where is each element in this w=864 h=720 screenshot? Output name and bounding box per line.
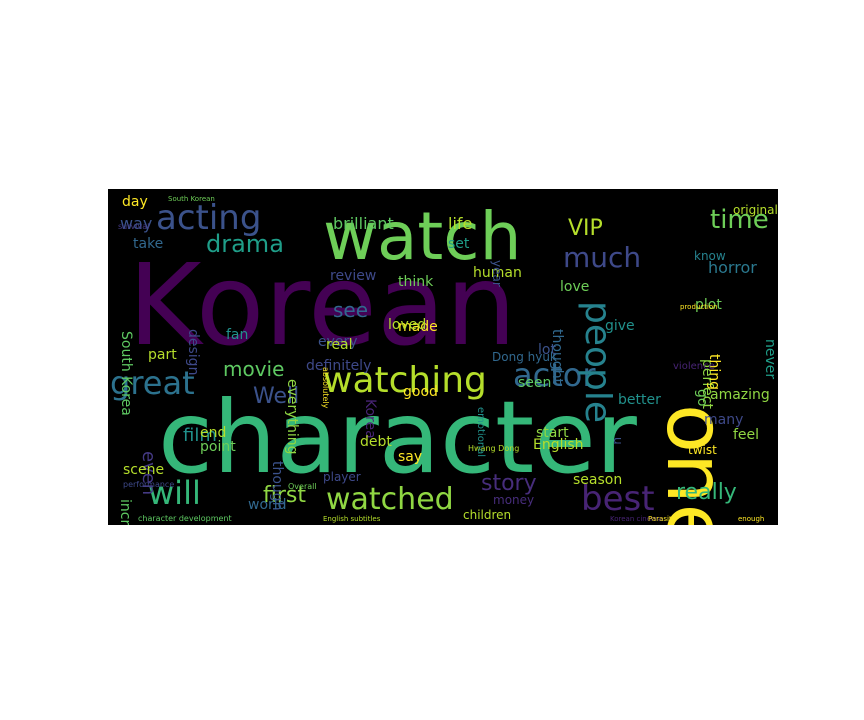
word-cloud-term: English bbox=[533, 437, 584, 453]
word-cloud-term: children bbox=[463, 508, 511, 522]
word-cloud-term: many bbox=[704, 412, 743, 428]
word-cloud-term: Overall bbox=[288, 482, 317, 491]
word-cloud-term: review bbox=[330, 268, 376, 284]
word-cloud-term: twist bbox=[688, 443, 717, 457]
word-cloud-term: loved bbox=[388, 317, 426, 333]
word-cloud-term: amazing bbox=[710, 387, 770, 403]
word-cloud-term: violence bbox=[673, 361, 715, 372]
word-cloud-term: give bbox=[605, 318, 635, 334]
word-cloud-term: survival bbox=[118, 222, 149, 231]
word-cloud-term: scene bbox=[123, 462, 164, 478]
word-cloud-term: really bbox=[676, 480, 737, 505]
word-cloud-term: much bbox=[563, 241, 641, 274]
word-cloud-term: actor bbox=[513, 356, 596, 394]
word-cloud-term: set bbox=[448, 236, 470, 252]
word-cloud-term: first bbox=[263, 483, 306, 508]
word-cloud-term: original bbox=[733, 203, 778, 217]
word-cloud-term: better bbox=[618, 392, 661, 408]
word-cloud-term: even bbox=[138, 451, 159, 495]
word-cloud-background bbox=[108, 189, 778, 525]
word-cloud-term: world bbox=[248, 497, 287, 513]
word-cloud-term: absolutely bbox=[321, 367, 330, 409]
word-cloud-term: though bbox=[269, 461, 285, 511]
word-cloud-term: perfect bbox=[699, 359, 715, 409]
word-cloud-term: lot bbox=[538, 342, 556, 358]
word-cloud-term: feel bbox=[733, 427, 759, 443]
word-cloud-term: player bbox=[323, 470, 361, 484]
word-cloud-term: Dong hyuk bbox=[492, 350, 557, 364]
word-cloud-term: people bbox=[577, 301, 618, 423]
word-cloud-term: every bbox=[318, 334, 358, 350]
word-cloud-term: see bbox=[333, 298, 368, 322]
word-cloud-term: character bbox=[158, 379, 638, 496]
word-cloud-term: human bbox=[473, 265, 522, 281]
word-cloud-term: movie bbox=[223, 357, 284, 381]
word-cloud-term: great bbox=[110, 364, 195, 402]
word-cloud-term: real bbox=[326, 337, 353, 353]
word-cloud-term: part bbox=[148, 347, 177, 363]
word-cloud-term: point bbox=[200, 439, 236, 455]
word-cloud-term: life bbox=[448, 214, 472, 233]
word-cloud-term: end bbox=[200, 425, 226, 441]
word-cloud-term: love bbox=[560, 279, 589, 295]
word-cloud-term: best bbox=[581, 479, 655, 519]
word-cloud-term: time bbox=[710, 205, 769, 235]
word-cloud-term: Parasite bbox=[648, 515, 676, 523]
word-cloud-term: Korean bbox=[128, 241, 517, 371]
word-cloud-term: enough bbox=[738, 515, 764, 523]
word-cloud-term: film bbox=[183, 425, 217, 446]
word-cloud-panel: Korean character one watch acting watching gre… bbox=[108, 189, 778, 525]
word-cloud-term: character development bbox=[138, 514, 232, 523]
word-cloud-term: story bbox=[481, 471, 537, 496]
word-cloud-term: production bbox=[680, 303, 718, 311]
word-cloud-term: day bbox=[122, 194, 148, 210]
word-cloud-term: drama bbox=[206, 230, 284, 258]
word-cloud-term: Korean cinema bbox=[610, 515, 662, 523]
word-cloud-term: way bbox=[120, 214, 152, 233]
word-cloud-term: know bbox=[694, 249, 726, 263]
word-cloud-term: say bbox=[398, 449, 422, 465]
word-cloud-term: watch bbox=[323, 198, 521, 275]
word-cloud-term: South Korean bbox=[168, 195, 215, 203]
word-cloud-term: will bbox=[148, 474, 201, 512]
word-cloud-term: thing bbox=[706, 354, 722, 390]
word-cloud-term: take bbox=[133, 236, 163, 252]
word-cloud-term: debt bbox=[360, 434, 392, 450]
word-cloud-term: u bbox=[611, 437, 625, 445]
word-cloud-term: seen bbox=[518, 375, 551, 391]
word-cloud-term: Hwang Dong bbox=[468, 444, 519, 453]
word-cloud-term: acting bbox=[156, 198, 261, 238]
word-cloud-term: fan bbox=[226, 327, 248, 343]
word-cloud-term: South Korea bbox=[118, 331, 134, 416]
word-cloud-term: horror bbox=[708, 258, 757, 277]
word-cloud-term: brilliant bbox=[333, 214, 394, 233]
word-cloud-term: plot bbox=[695, 297, 722, 313]
word-cloud-term: emotional bbox=[475, 407, 486, 457]
word-cloud-term: English subtitles bbox=[323, 515, 381, 523]
word-cloud-term: incredible bbox=[117, 499, 133, 525]
word-cloud-term: never bbox=[762, 339, 778, 379]
word-cloud-term: money bbox=[493, 493, 534, 507]
word-cloud-term: one bbox=[649, 404, 742, 525]
word-cloud-term: go bbox=[694, 389, 710, 406]
word-cloud-term: everything bbox=[284, 379, 300, 455]
word-cloud-term: Korea bbox=[362, 399, 378, 439]
word-cloud-term: made bbox=[398, 319, 438, 335]
word-cloud-term: performance bbox=[123, 480, 174, 489]
word-cloud-term: year bbox=[490, 260, 504, 287]
word-cloud-term: think bbox=[398, 274, 434, 290]
word-cloud-term: good bbox=[403, 384, 438, 400]
word-cloud-term: thought bbox=[549, 329, 565, 385]
word-cloud-term: start bbox=[536, 425, 569, 441]
word-cloud-term: VIP bbox=[568, 216, 603, 241]
word-cloud-term: season bbox=[573, 472, 622, 488]
word-cloud-term: watched bbox=[326, 482, 454, 517]
word-cloud-term: definitely bbox=[306, 358, 371, 374]
word-cloud-term: design bbox=[185, 329, 201, 375]
word-cloud-term: Well bbox=[253, 384, 299, 409]
word-cloud-term: watching bbox=[323, 360, 487, 401]
